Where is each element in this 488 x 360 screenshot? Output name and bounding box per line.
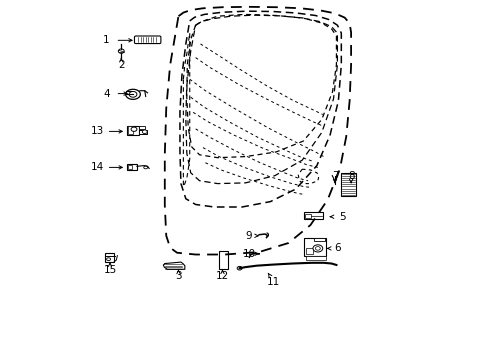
Text: 1: 1: [103, 35, 110, 45]
Bar: [128, 126, 133, 134]
Text: 7: 7: [331, 171, 338, 181]
Bar: [341, 173, 355, 196]
Bar: [313, 238, 324, 241]
Circle shape: [106, 258, 110, 261]
Circle shape: [237, 266, 242, 270]
Text: 13: 13: [91, 126, 104, 136]
Text: 12: 12: [215, 271, 229, 282]
Bar: [305, 248, 313, 254]
Text: 5: 5: [338, 212, 345, 222]
Bar: [105, 253, 114, 262]
Text: 6: 6: [333, 243, 340, 253]
Text: 2: 2: [118, 60, 124, 70]
Bar: [139, 130, 146, 134]
Text: 10: 10: [243, 249, 255, 259]
Circle shape: [131, 127, 137, 131]
Text: 11: 11: [266, 276, 280, 287]
Circle shape: [118, 49, 124, 53]
Text: 3: 3: [175, 271, 182, 282]
Bar: [128, 165, 132, 169]
Bar: [304, 212, 322, 219]
Bar: [305, 256, 325, 260]
Text: 4: 4: [103, 89, 110, 99]
Text: 8: 8: [347, 171, 354, 181]
Circle shape: [315, 247, 320, 250]
Bar: [304, 238, 325, 256]
Bar: [219, 251, 227, 269]
Text: 9: 9: [244, 231, 251, 241]
Circle shape: [142, 130, 147, 134]
Bar: [127, 126, 139, 135]
Bar: [127, 164, 137, 170]
Circle shape: [312, 245, 322, 252]
Text: 15: 15: [103, 265, 117, 275]
FancyBboxPatch shape: [134, 36, 161, 44]
Text: 14: 14: [91, 162, 104, 172]
Bar: [305, 214, 310, 218]
Bar: [139, 126, 145, 129]
Circle shape: [143, 166, 147, 169]
